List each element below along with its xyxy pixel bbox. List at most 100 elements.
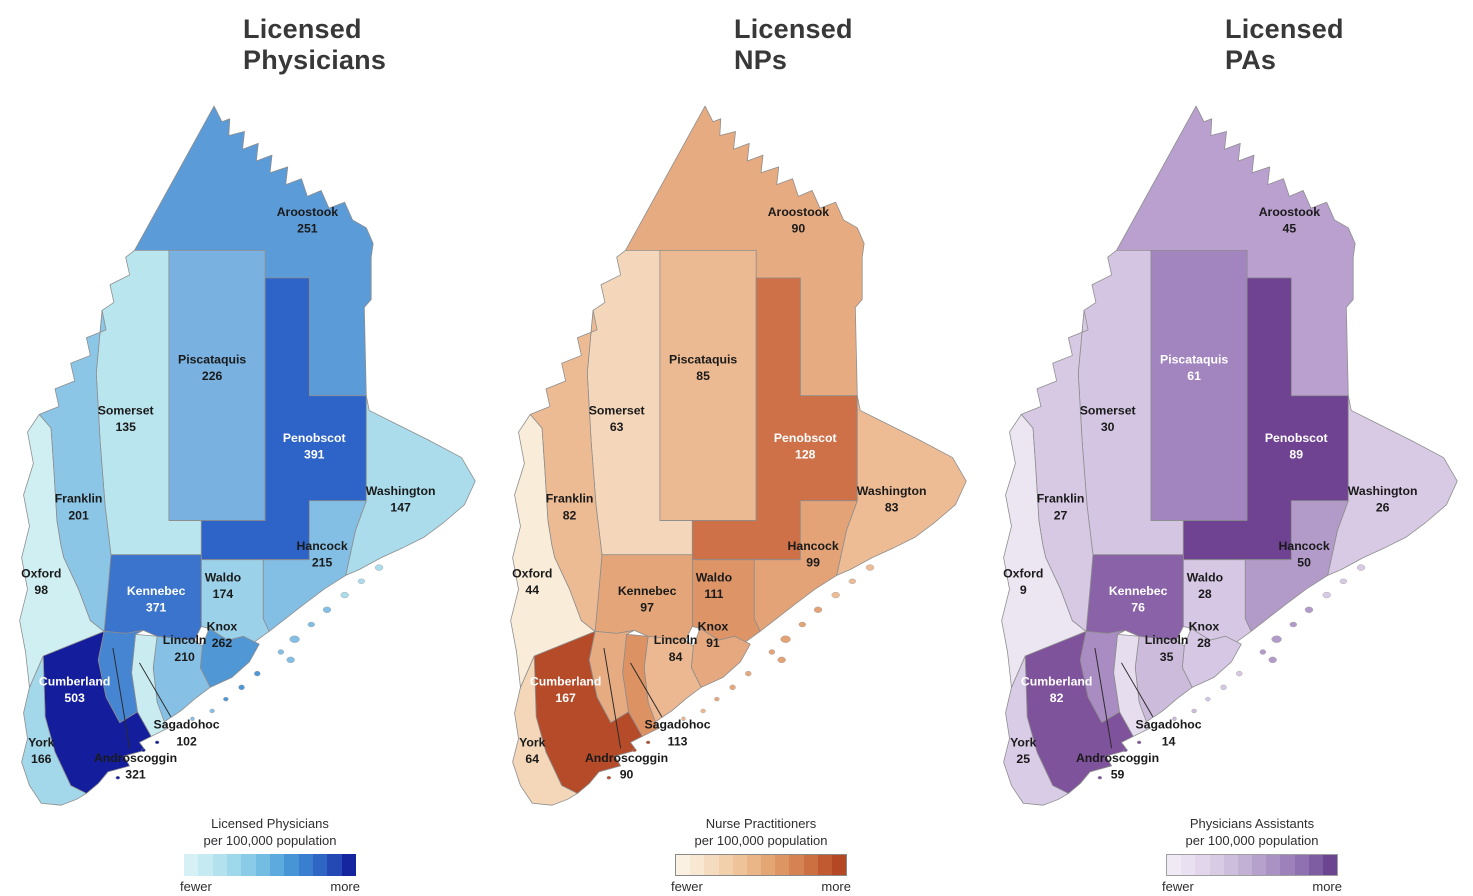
- county-shape-piscataquis: [168, 249, 266, 521]
- coastal-island: [1259, 649, 1266, 655]
- title-line-2: PAs: [1225, 45, 1277, 76]
- legend-swatch: [226, 853, 242, 876]
- legend-swatch: [690, 854, 705, 875]
- page-title: Licensed Physicians: [243, 14, 386, 77]
- legend-title: Physicians Assistants per 100,000 popula…: [1052, 816, 1452, 850]
- legend-swatch: [1308, 854, 1323, 875]
- legend-swatch: [746, 854, 762, 875]
- leader-line-sagadohoc: [139, 662, 172, 718]
- county-label-cumberland: Cumberland 167: [530, 674, 602, 705]
- legend-gradient-bar: [675, 853, 847, 876]
- title-line-1: Licensed: [1225, 14, 1344, 44]
- coastal-island: [777, 656, 786, 664]
- county-label-piscataquis: Piscataquis 61: [1160, 352, 1228, 383]
- county-label-york: York 64: [519, 735, 546, 766]
- county-shape-franklin: [1020, 309, 1094, 632]
- county-label-oxford: Oxford 9: [1003, 566, 1043, 597]
- coastal-island: [632, 748, 637, 752]
- legend-swatch: [761, 854, 776, 875]
- county-label-franklin: Franklin 82: [546, 492, 594, 523]
- legend-swatch: [1181, 854, 1196, 875]
- coastal-island: [1136, 740, 1142, 745]
- legend-swatch: [1223, 854, 1238, 875]
- county-label-somerset: Somerset 135: [98, 403, 154, 434]
- coastal-island: [645, 740, 651, 745]
- coastal-island: [223, 696, 229, 702]
- legend-physicians: Licensed Physicians per 100,000 populati…: [70, 816, 470, 894]
- county-shape-franklin: [38, 309, 112, 632]
- maine-county-choropleth-pas: Aroostook 45 Somerset 30 Piscataquis 61 Penobs…: [1001, 105, 1458, 806]
- coastal-island: [1236, 670, 1243, 677]
- legend-swatch: [732, 854, 747, 875]
- legend-swatch: [1266, 854, 1281, 875]
- county-label-aroostook: Aroostook 45: [1259, 205, 1321, 236]
- county-label-knox: Knox 28: [1189, 619, 1220, 650]
- coastal-island: [813, 606, 823, 613]
- county-label-androscoggin: Androscoggin 59: [1076, 751, 1159, 782]
- county-label-somerset: Somerset 30: [1080, 403, 1136, 434]
- county-label-waldo: Waldo 174: [205, 570, 242, 601]
- legend-swatch: [704, 854, 719, 875]
- title-line-1: Licensed: [734, 14, 853, 44]
- coastal-island: [190, 716, 195, 721]
- leader-line-androscoggin: [603, 647, 622, 749]
- leader-line-androscoggin: [1094, 647, 1113, 749]
- county-label-oxford: Oxford 44: [512, 566, 552, 597]
- legend-more-label: more: [821, 878, 851, 894]
- coastal-island: [209, 708, 215, 714]
- legend-pas: Physicians Assistants per 100,000 popula…: [1052, 816, 1452, 894]
- coastal-island: [1191, 708, 1197, 714]
- coastal-island: [1123, 748, 1128, 752]
- legend-title-line-1: Licensed Physicians: [211, 816, 329, 831]
- county-label-hancock: Hancock 215: [297, 539, 348, 570]
- legend-fewer-label: fewer: [671, 878, 703, 894]
- coastal-island: [1268, 656, 1277, 664]
- county-label-franklin: Franklin 201: [55, 492, 103, 523]
- legend-gradient-bar: [184, 853, 356, 876]
- county-label-androscoggin: Androscoggin 321: [94, 751, 177, 782]
- county-label-sagadohoc: Sagadohoc 102: [154, 718, 220, 749]
- county-shape-hancock: [753, 500, 858, 632]
- legend-swatch: [803, 854, 818, 875]
- county-label-penobscot: Penobscot 128: [774, 431, 837, 462]
- coastal-island: [606, 776, 612, 780]
- legend-swatch: [298, 853, 313, 876]
- legend-swatch: [1209, 854, 1224, 875]
- coastal-island: [322, 606, 332, 613]
- coastal-island: [768, 649, 775, 655]
- county-label-penobscot: Penobscot 89: [1265, 431, 1328, 462]
- coastal-island: [1205, 696, 1211, 702]
- county-label-lincoln: Lincoln 210: [163, 633, 207, 664]
- coastal-island: [357, 578, 366, 584]
- coastal-island: [1322, 591, 1331, 599]
- county-label-lincoln: Lincoln 35: [1145, 633, 1189, 664]
- coastal-island: [340, 591, 349, 599]
- coastal-island: [700, 708, 706, 714]
- county-shape-franklin: [529, 309, 603, 632]
- maine-county-choropleth-nps: Aroostook 90 Somerset 63 Piscataquis 85 Penobs…: [510, 105, 967, 806]
- coastal-island: [141, 748, 146, 752]
- coastal-island: [1304, 606, 1314, 613]
- county-label-hancock: Hancock 50: [1279, 539, 1330, 570]
- county-label-knox: Knox 262: [207, 619, 238, 650]
- legend-swatch: [198, 853, 213, 876]
- coastal-island: [1220, 684, 1227, 691]
- legend-swatch: [1280, 854, 1295, 875]
- county-label-sagadohoc: Sagadohoc 113: [645, 718, 711, 749]
- county-label-lincoln: Lincoln 84: [654, 633, 698, 664]
- leader-line-androscoggin: [112, 647, 131, 749]
- legend-gradient-bar: [1166, 853, 1338, 876]
- legend-title-line-2: per 100,000 population: [1185, 832, 1319, 848]
- coastal-island: [1172, 716, 1177, 721]
- legend-title: Nurse Practitioners per 100,000 populati…: [561, 816, 961, 850]
- county-label-piscataquis: Piscataquis 226: [178, 352, 246, 383]
- county-label-aroostook: Aroostook 90: [768, 205, 830, 236]
- coastal-island: [1097, 776, 1103, 780]
- county-shape-hancock: [262, 500, 367, 632]
- coastal-island: [277, 649, 284, 655]
- title-line-1: Licensed: [243, 14, 362, 44]
- county-label-cumberland: Cumberland 82: [1021, 674, 1093, 705]
- legend-more-label: more: [330, 878, 360, 894]
- page-title: Licensed PAs: [1225, 14, 1344, 77]
- coastal-island: [1339, 578, 1348, 584]
